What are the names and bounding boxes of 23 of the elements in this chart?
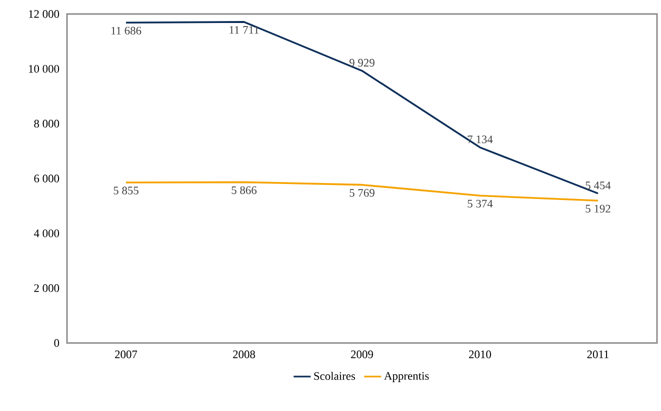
data-label: 5 374 bbox=[468, 200, 493, 208]
y-tick-label: 12 000 bbox=[28, 10, 60, 18]
x-tick-label: 2008 bbox=[233, 350, 256, 358]
x-tick-label: 2007 bbox=[115, 350, 138, 358]
data-label: 5 769 bbox=[350, 189, 374, 197]
data-label: 11 711 bbox=[230, 26, 259, 34]
data-label: 5 866 bbox=[232, 186, 257, 194]
x-tick-label: 2010 bbox=[469, 350, 492, 358]
data-label: 9 929 bbox=[349, 58, 374, 67]
data-label: 11 686 bbox=[111, 26, 142, 35]
x-tick-label: 2011 bbox=[587, 350, 609, 358]
legend-label: Scolaires bbox=[314, 372, 356, 380]
legend-label: Apprentis bbox=[384, 372, 429, 382]
data-label: 5 855 bbox=[114, 186, 138, 194]
y-tick-label: 0 bbox=[54, 339, 60, 347]
data-label: 5 454 bbox=[586, 182, 611, 190]
y-tick-label: 4 000 bbox=[34, 229, 60, 238]
y-tick-label: 8 000 bbox=[34, 120, 60, 128]
y-tick-label: 2 000 bbox=[34, 284, 60, 292]
data-label: 5 192 bbox=[586, 204, 610, 213]
x-tick-label: 2009 bbox=[351, 350, 373, 358]
y-tick-label: 10 000 bbox=[28, 64, 60, 73]
y-tick-label: 6 000 bbox=[34, 174, 60, 182]
